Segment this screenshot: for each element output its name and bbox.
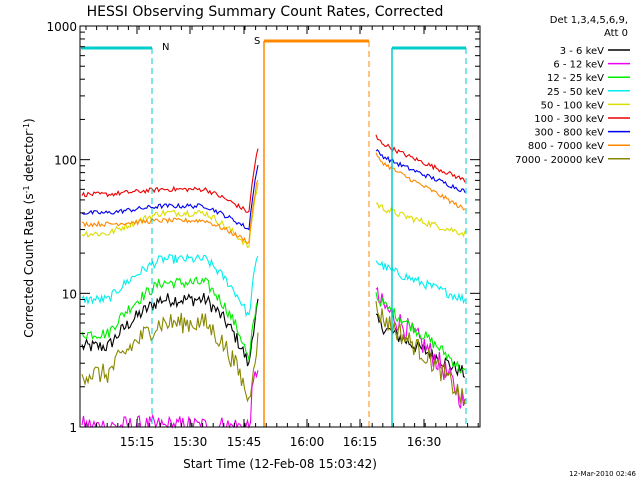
- night-label: N: [162, 42, 169, 53]
- series-line: [375, 149, 466, 193]
- x-axis-label: Start Time (12-Feb-08 15:03:42): [183, 457, 377, 471]
- plot-frame: [79, 25, 481, 428]
- series-line: [375, 300, 466, 405]
- x-tick-label: 15:15: [120, 435, 155, 449]
- series-line: [81, 312, 259, 403]
- saa-label: S: [254, 36, 260, 47]
- series-line: [81, 370, 259, 429]
- y-axis-label-sup: -1: [22, 185, 31, 193]
- legend-entry-label: 6 - 12 keV: [553, 60, 604, 71]
- legend: Det 1,3,4,5,6,9, Att 0 3 - 6 keV 6 - 12 k…: [515, 15, 630, 166]
- series-line: [81, 148, 259, 213]
- legend-header-line2: Att 0: [604, 28, 628, 39]
- series-line: [375, 260, 466, 305]
- legend-header-line1: Det 1,3,4,5,6,9,: [550, 15, 628, 26]
- series-line: [81, 164, 259, 231]
- y-tick-label: 10: [62, 287, 77, 301]
- series-line: [375, 134, 466, 183]
- series-line: [375, 152, 466, 211]
- x-tick-label: 15:30: [173, 435, 208, 449]
- legend-entry-label: 100 - 300 keV: [534, 114, 604, 125]
- legend-entry-label: 7000 - 20000 keV: [515, 155, 604, 166]
- legend-entry-label: 25 - 50 keV: [547, 87, 604, 98]
- chart-title: HESSI Observing Summary Count Rates, Cor…: [87, 4, 444, 20]
- series-line: [81, 292, 259, 367]
- series-line: [81, 180, 259, 244]
- y-axis-label-sup: -1: [22, 123, 31, 131]
- y-tick-label: 1: [69, 421, 77, 435]
- series-line: [81, 253, 259, 318]
- generation-timestamp: 12-Mar-2010 02:46: [569, 470, 636, 478]
- x-tick-label: 16:30: [407, 435, 442, 449]
- legend-entry-label: 12 - 25 keV: [547, 73, 604, 84]
- y-tick-label: 100: [54, 154, 77, 168]
- axes: 1 10 100 1000 15:15 15:30 15:45 16:00 16:15 16:30: [46, 20, 481, 449]
- legend-entry-label: 300 - 800 keV: [534, 128, 604, 139]
- legend-entry-label: 50 - 100 keV: [541, 100, 605, 111]
- x-tick-label: 16:00: [290, 435, 325, 449]
- y-axis-label: Corrected Count Rate (s-1 detector-1): [22, 118, 37, 337]
- x-tick-label: 16:15: [343, 435, 378, 449]
- series-line: [81, 183, 259, 249]
- x-tick-label: 15:45: [227, 435, 262, 449]
- series-line: [81, 276, 259, 361]
- series-line: [375, 202, 466, 238]
- y-axis-label-part: Corrected Count Rate (s: [22, 193, 36, 337]
- legend-entry-label: 3 - 6 keV: [560, 46, 604, 57]
- y-tick-label: 1000: [46, 20, 77, 34]
- y-axis-label-part: ): [22, 118, 36, 123]
- series-line: [375, 292, 466, 374]
- plot-area: NS: [81, 36, 467, 429]
- y-axis-label-part: detector: [22, 131, 36, 186]
- legend-entry-label: 800 - 7000 keV: [528, 141, 604, 152]
